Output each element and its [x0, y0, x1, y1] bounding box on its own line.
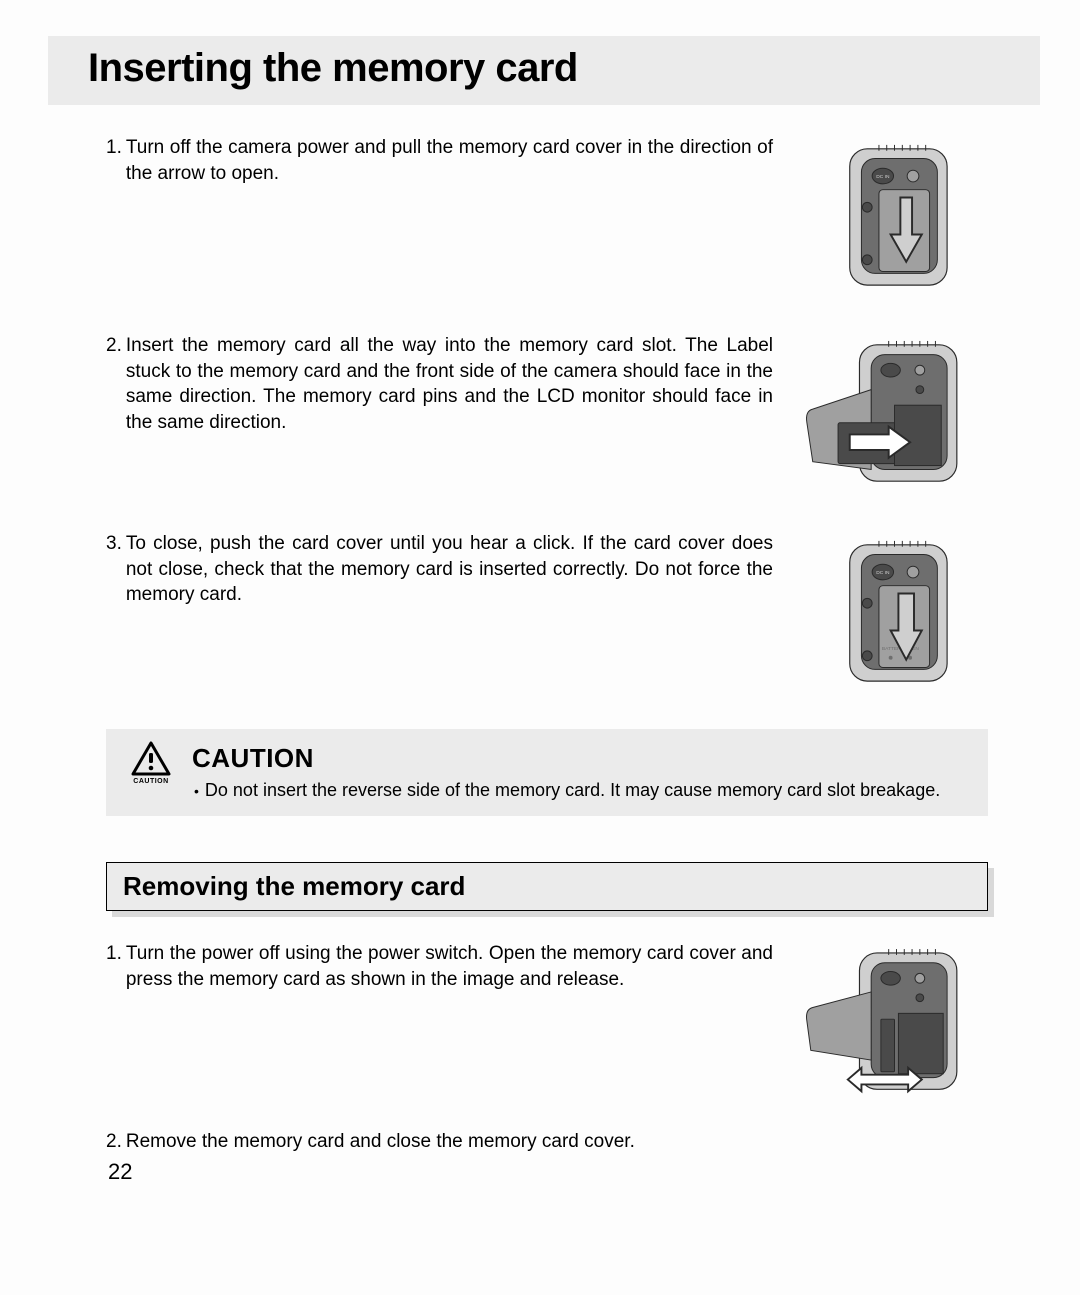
- camera-open-cover-illustration: DC IN BATTERY OPEN: [803, 135, 988, 295]
- step-body: Insert the memory card all the way into …: [126, 333, 773, 436]
- caution-icon-label: CAUTION: [133, 778, 168, 785]
- page-title: Inserting the memory card: [88, 46, 1028, 91]
- svg-text:DC IN: DC IN: [876, 570, 890, 576]
- step-number: 3.: [106, 531, 122, 608]
- insert-step-text: 2. Insert the memory card all the way in…: [106, 333, 773, 436]
- caution-box: CAUTION CAUTION Do not insert the revers…: [106, 729, 988, 816]
- spacer-illustration: [803, 1129, 988, 1149]
- remove-step-text: 1. Turn the power off using the power sw…: [106, 941, 773, 992]
- svg-text:BATTERY OPEN: BATTERY OPEN: [882, 277, 919, 283]
- step-body: Turn off the camera power and pull the m…: [126, 135, 773, 186]
- insert-step-row: 2. Insert the memory card all the way in…: [106, 333, 988, 493]
- insert-step-text: 3. To close, push the card cover until y…: [106, 531, 773, 608]
- insert-step-text: 1. Turn off the camera power and pull th…: [106, 135, 773, 186]
- content-area: 1. Turn off the camera power and pull th…: [58, 135, 1030, 1155]
- caution-item: Do not insert the reverse side of the me…: [194, 778, 968, 802]
- step-body: Turn the power off using the power switc…: [126, 941, 773, 992]
- camera-insert-card-illustration: [803, 333, 988, 493]
- camera-remove-card-illustration: [803, 941, 988, 1111]
- camera-close-cover-illustration: DC IN BATTERY OPEN: [803, 531, 988, 691]
- step-body: Remove the memory card and close the mem…: [126, 1129, 635, 1155]
- step-number: 2.: [106, 1129, 122, 1155]
- page-number: 22: [108, 1159, 132, 1185]
- step-number: 1.: [106, 135, 122, 186]
- svg-text:DC IN: DC IN: [876, 174, 890, 180]
- caution-icon: CAUTION: [126, 741, 176, 785]
- remove-step-row: 1. Turn the power off using the power sw…: [106, 941, 988, 1111]
- remove-step-row: 2. Remove the memory card and close the …: [106, 1129, 988, 1155]
- remove-step-text: 2. Remove the memory card and close the …: [106, 1129, 773, 1155]
- insert-step-row: 1. Turn off the camera power and pull th…: [106, 135, 988, 295]
- step-body: To close, push the card cover until you …: [126, 531, 773, 608]
- subheading-bar: Removing the memory card: [106, 862, 988, 911]
- step-number: 2.: [106, 333, 122, 436]
- subheading-title: Removing the memory card: [123, 871, 971, 902]
- step-number: 1.: [106, 941, 122, 992]
- subheading-inner: Removing the memory card: [106, 862, 988, 911]
- caution-body: CAUTION Do not insert the reverse side o…: [192, 741, 968, 802]
- caution-list: Do not insert the reverse side of the me…: [192, 778, 968, 802]
- manual-page: Inserting the memory card 1. Turn off th…: [0, 0, 1080, 1295]
- caution-title: CAUTION: [192, 743, 968, 774]
- title-bar: Inserting the memory card: [48, 36, 1040, 105]
- insert-step-row: 3. To close, push the card cover until y…: [106, 531, 988, 691]
